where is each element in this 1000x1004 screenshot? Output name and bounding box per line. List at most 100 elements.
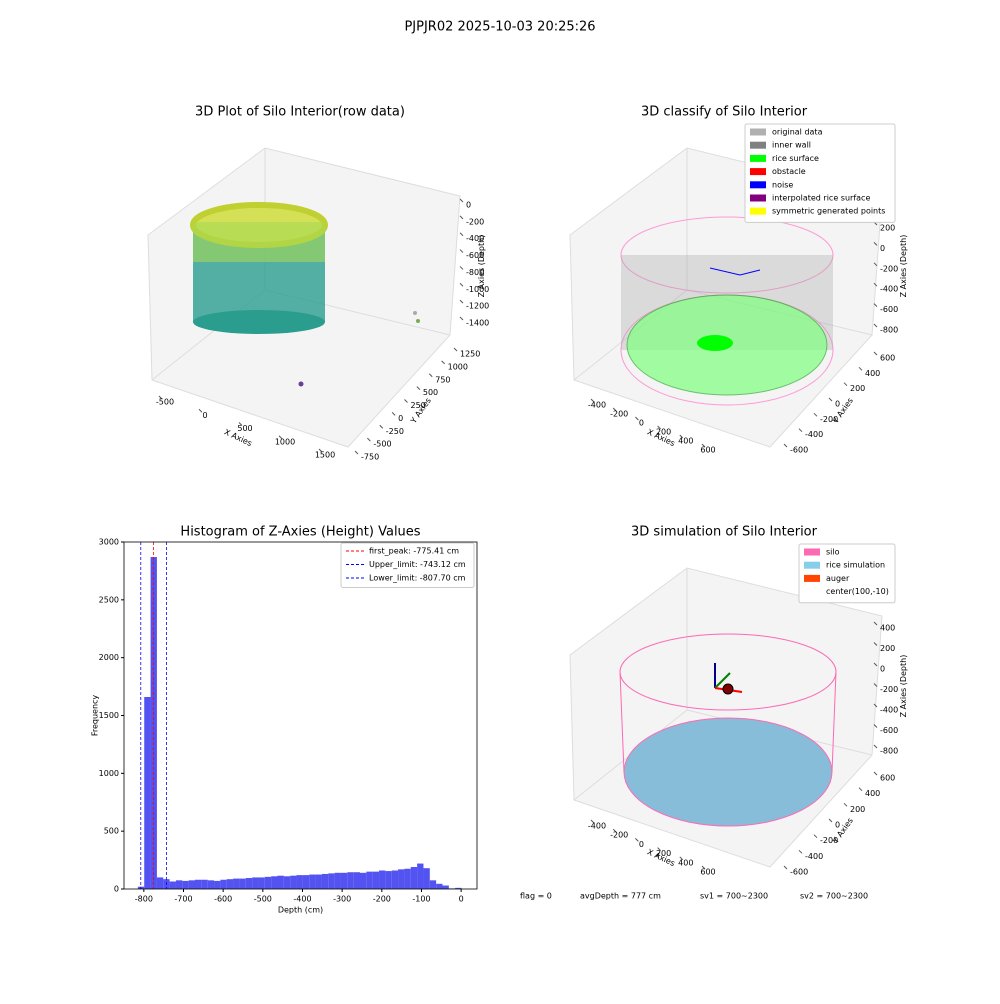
- x-tick-label: -100: [412, 895, 430, 904]
- y-tick: [858, 787, 863, 792]
- z-tick: [873, 642, 878, 646]
- bar: [340, 872, 348, 889]
- legend-label: first_peak: -775.41 cm: [369, 547, 459, 556]
- bar: [321, 873, 329, 889]
- y-tick-label: 0: [398, 414, 403, 423]
- x-tick-label: 1000: [275, 437, 295, 446]
- y-tick-label: 1250: [460, 350, 480, 359]
- bar: [182, 880, 189, 889]
- z-tick-label: 0: [466, 201, 471, 210]
- z-tick-label: 400: [880, 624, 895, 633]
- bar: [245, 878, 253, 889]
- x-tick: [612, 407, 617, 412]
- x-tick-label: -200: [610, 410, 628, 419]
- y-tick: [428, 373, 433, 378]
- bar: [379, 870, 386, 889]
- legend-label: Lower_limit: -807.70 cm: [369, 574, 466, 583]
- x-tick: [278, 435, 283, 440]
- annotation: avgDepth = 777 cm: [580, 892, 661, 901]
- bar: [233, 878, 240, 889]
- legend-label: noise: [772, 180, 793, 189]
- y-tick: [828, 818, 833, 823]
- bar: [347, 872, 354, 889]
- bar: [359, 872, 367, 889]
- z-tick-label: -200: [466, 217, 484, 226]
- bar: [423, 868, 430, 889]
- y-tick-label: 500: [104, 827, 119, 836]
- legend-box: [744, 123, 896, 223]
- x-tick: [657, 847, 661, 851]
- legend-swatch: [750, 154, 766, 162]
- legend-box: [798, 543, 896, 604]
- y-tick: [354, 450, 359, 455]
- x-tick: [590, 819, 595, 824]
- legend-label: obstacle: [772, 167, 806, 176]
- y-tick: [828, 397, 833, 402]
- bar: [239, 878, 246, 889]
- y-tick-label: -250: [386, 427, 404, 436]
- bar: [315, 874, 322, 889]
- y-tick-label: 600: [880, 354, 895, 363]
- z-tick: [873, 242, 878, 246]
- y-tick-label: 1500: [99, 711, 119, 720]
- legend-swatch: [804, 548, 820, 556]
- bar: [264, 876, 272, 889]
- legend-label: interpolated rice surface: [772, 194, 870, 203]
- x-tick: [701, 443, 706, 448]
- y-tick-label: 2000: [99, 653, 119, 662]
- x-tick: [635, 838, 639, 842]
- z-tick-label: -800: [880, 747, 898, 756]
- chart-title: Histogram of Z-Axies (Height) Values: [180, 525, 420, 540]
- y-tick: [798, 849, 803, 854]
- x-tick-label: -300: [333, 895, 351, 904]
- y-tick-label: 400: [865, 789, 880, 798]
- z-tick: [459, 266, 464, 270]
- z-axis-label: Z Axies (Depth): [899, 655, 908, 718]
- bar: [334, 872, 341, 889]
- x-tick-label: -200: [610, 831, 628, 840]
- bar: [417, 863, 424, 889]
- bar: [214, 880, 221, 889]
- z-tick-label: -1000: [466, 285, 489, 294]
- z-tick-label: -400: [880, 706, 898, 715]
- x-axis-label: Depth (cm): [278, 906, 323, 915]
- bar: [296, 875, 303, 889]
- y-tick-label: -600: [790, 868, 808, 877]
- bar: [283, 876, 291, 889]
- legend-box: [340, 542, 475, 588]
- z-tick-label: -400: [880, 285, 898, 294]
- annotation: sv1 = 700~2300: [700, 892, 768, 901]
- z-tick: [459, 282, 464, 287]
- figure-title: PJPJR02 2025-10-03 20:25:26: [404, 20, 595, 35]
- z-tick-label: -1200: [466, 302, 489, 311]
- x-tick-label: 200: [656, 849, 671, 858]
- y-tick: [783, 865, 788, 870]
- z-tick-label: 200: [880, 644, 895, 653]
- z-axis-label: Z Axies (Depth): [477, 235, 486, 298]
- bar: [328, 873, 335, 889]
- legend-label: original data: [772, 128, 823, 137]
- y-tick: [453, 347, 458, 352]
- z-tick: [873, 282, 878, 287]
- legend-swatch: [750, 207, 766, 215]
- bar: [277, 875, 284, 889]
- y-tick-label: -400: [805, 852, 823, 861]
- legend-swatch: [750, 141, 766, 149]
- z-tick-label: -600: [880, 305, 898, 314]
- y-tick-label: 600: [880, 774, 895, 783]
- z-tick: [873, 662, 878, 667]
- bar: [410, 867, 418, 889]
- legend-swatch: [750, 181, 766, 189]
- y-tick: [367, 437, 371, 442]
- bar: [226, 879, 234, 889]
- bar: [201, 879, 208, 889]
- y-tick: [858, 366, 863, 371]
- z-tick: [873, 621, 878, 626]
- y-tick-label: -400: [805, 430, 823, 439]
- x-tick-label: 200: [656, 428, 671, 437]
- z-tick-label: -400: [466, 234, 484, 243]
- bar: [207, 880, 215, 889]
- y-tick-label: 400: [865, 369, 880, 378]
- bar: [398, 869, 405, 889]
- y-tick: [391, 412, 396, 416]
